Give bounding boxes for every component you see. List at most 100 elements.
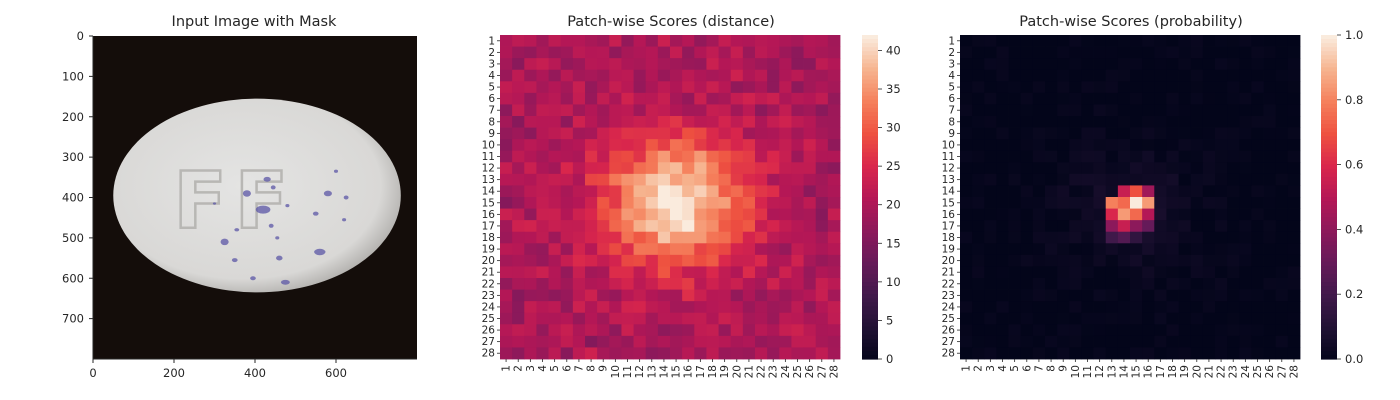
x-tick-label: 0 xyxy=(89,366,96,380)
heatmap-cell xyxy=(1263,208,1277,221)
pill xyxy=(113,98,401,293)
heatmap-cell xyxy=(815,301,829,314)
row-tick-label: 18 xyxy=(482,232,495,244)
heatmap-cell xyxy=(1215,220,1228,233)
heatmap-cell xyxy=(1142,324,1155,337)
pill-spot xyxy=(275,236,280,240)
heatmap-cell xyxy=(767,185,780,198)
colorbar-segment xyxy=(1321,136,1337,141)
heatmap-cell xyxy=(645,347,659,360)
heatmap-cell xyxy=(548,139,562,152)
heatmap-cell xyxy=(1178,278,1192,290)
heatmap-cell xyxy=(1190,116,1204,128)
heatmap-cell xyxy=(500,254,513,267)
heatmap-cell xyxy=(1227,335,1240,348)
heatmap-cell xyxy=(560,289,574,302)
heatmap-cell xyxy=(1020,347,1034,360)
heatmap-cell xyxy=(1178,335,1192,348)
heatmap-cell xyxy=(1142,162,1155,175)
row-tick-label: 22 xyxy=(942,278,955,290)
heatmap-cell xyxy=(1227,173,1240,186)
heatmap-cell xyxy=(972,139,985,152)
heatmap-cell xyxy=(1130,173,1143,186)
heatmap-cell xyxy=(767,312,780,325)
heatmap-cell xyxy=(1227,185,1240,198)
heatmap-cell xyxy=(670,278,683,290)
heatmap-cell xyxy=(1166,92,1179,105)
heatmap-cell xyxy=(779,185,792,198)
heatmap-cell xyxy=(1105,231,1119,244)
heatmap-cell xyxy=(1190,150,1204,163)
heatmap-cell xyxy=(1032,231,1046,244)
heatmap-cell xyxy=(718,58,732,71)
colorbar-segment xyxy=(1321,144,1337,149)
row-tick-label: 21 xyxy=(942,267,955,279)
heatmap-cell xyxy=(730,139,744,152)
heatmap-cell xyxy=(803,35,817,47)
heatmap-cell xyxy=(524,116,537,128)
heatmap-cell xyxy=(1263,58,1277,71)
heatmap-cell xyxy=(548,104,562,117)
heatmap-cell xyxy=(560,139,574,152)
heatmap-cell xyxy=(706,197,719,209)
heatmap-cell xyxy=(742,185,756,198)
heatmap-cell xyxy=(512,208,525,221)
heatmap-cell xyxy=(1069,116,1082,128)
heatmap-cell xyxy=(1105,266,1119,279)
heatmap-cell xyxy=(1057,312,1070,325)
heatmap-cell xyxy=(657,208,671,221)
heatmap-cell xyxy=(730,197,744,209)
colorbar-segment xyxy=(862,43,878,48)
heatmap-cell xyxy=(1275,254,1289,267)
colorbar-segment xyxy=(1321,55,1337,60)
heatmap-cell xyxy=(1166,266,1179,279)
col-tick-label: 9 xyxy=(598,365,610,372)
heatmap-cell xyxy=(1275,347,1289,360)
heatmap-cell xyxy=(500,104,513,117)
heatmap-cell xyxy=(718,289,732,302)
heatmap-cell xyxy=(1020,301,1034,314)
colorbar-segment xyxy=(862,120,878,125)
heatmap-cell xyxy=(694,116,707,128)
heatmap-cell xyxy=(548,81,562,94)
row-tick-label: 8 xyxy=(948,116,955,128)
probability-heatmap-cells xyxy=(960,35,1301,360)
heatmap-cell xyxy=(803,243,817,256)
heatmap-cell xyxy=(1166,231,1179,244)
heatmap-cell xyxy=(1105,173,1119,186)
colorbar-segment xyxy=(1321,35,1337,40)
heatmap-cell xyxy=(718,231,732,244)
heatmap-cell xyxy=(560,173,574,186)
heatmap-cell xyxy=(718,197,732,209)
y-tick-label: 200 xyxy=(62,110,84,124)
heatmap-cell xyxy=(815,139,829,152)
heatmap-cell xyxy=(972,81,985,94)
heatmap-cell xyxy=(1178,324,1192,337)
heatmap-cell xyxy=(1045,335,1058,348)
heatmap-cell xyxy=(560,116,574,128)
heatmap-cell xyxy=(694,150,707,163)
heatmap-cell xyxy=(815,92,829,105)
heatmap-cell xyxy=(548,46,562,59)
heatmap-cell xyxy=(730,278,744,290)
heatmap-cell xyxy=(1287,81,1301,94)
heatmap-cell xyxy=(1202,92,1216,105)
colorbar-segment xyxy=(1321,111,1337,117)
heatmap-cell xyxy=(706,127,719,140)
colorbar-segment xyxy=(1321,350,1337,356)
heatmap-cell xyxy=(1045,197,1058,209)
heatmap-cell xyxy=(1251,335,1264,348)
heatmap-cell xyxy=(730,58,744,71)
heatmap-cell xyxy=(1154,150,1167,163)
heatmap-cell xyxy=(791,150,804,163)
colorbar-segment xyxy=(862,79,878,85)
heatmap-cell xyxy=(512,92,525,105)
heatmap-cell xyxy=(1263,347,1277,360)
heatmap-cell xyxy=(1130,301,1143,314)
heatmap-cell xyxy=(694,231,707,244)
heatmap-cell xyxy=(779,324,792,337)
heatmap-cell xyxy=(996,243,1009,256)
col-tick-label: 2 xyxy=(973,365,985,372)
colorbar-segment xyxy=(862,63,878,68)
heatmap-cell xyxy=(827,173,841,186)
